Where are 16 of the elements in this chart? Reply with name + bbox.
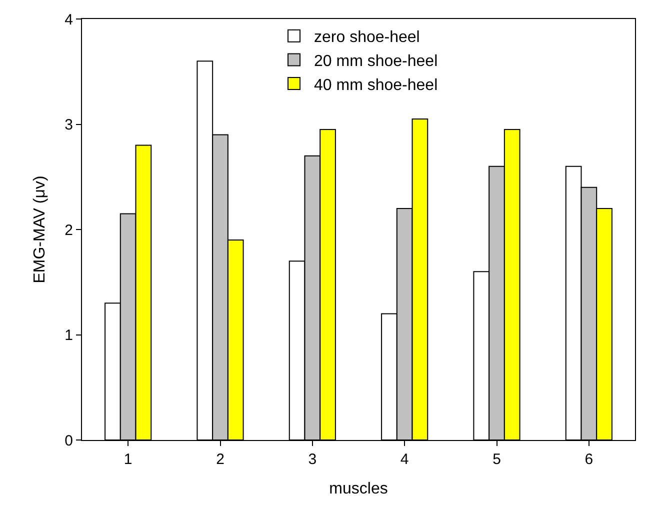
x-tick-label: 1 (124, 451, 132, 468)
y-tick-label: 4 (64, 11, 73, 28)
y-axis-title: EMG-MAV (μv) (32, 176, 49, 284)
x-tick-label: 6 (584, 451, 594, 468)
legend-label: zero shoe-heel (314, 29, 420, 46)
x-tick-label: 3 (308, 451, 317, 468)
legend-label: 20 mm shoe-heel (314, 52, 438, 70)
x-tick-label: 5 (492, 451, 501, 468)
y-tick-label: 3 (64, 116, 73, 134)
x-tick-label: 2 (216, 451, 224, 468)
x-tick-label: 4 (400, 451, 409, 468)
legend-label: 40 mm shoe-heel (314, 76, 438, 94)
x-axis-title: muscles (329, 480, 388, 498)
y-tick-label: 2 (64, 222, 73, 239)
y-tick-label: 0 (64, 432, 73, 450)
y-tick-label: 1 (64, 327, 73, 344)
